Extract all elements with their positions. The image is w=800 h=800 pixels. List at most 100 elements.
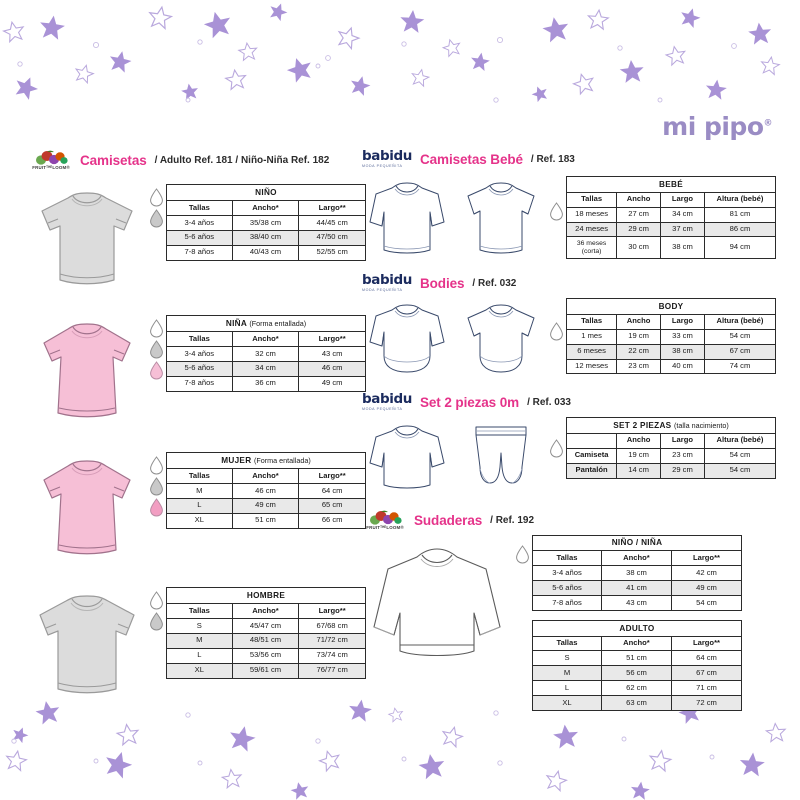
cell: 19 cm — [616, 328, 662, 345]
cell: 49 cm — [670, 580, 743, 597]
col-header: Altura (bebé) — [703, 313, 777, 330]
section-reference: / Adulto Ref. 181 / Niño-Niña Ref. 182 — [154, 154, 330, 166]
col-header: Tallas — [166, 468, 233, 484]
drop-icons-hombre — [146, 587, 166, 631]
cell: 18 meses — [565, 206, 618, 223]
table-bebe: BEBÉ Tallas Ancho Largo Altura (bebé) 18… — [565, 176, 777, 260]
cell: L — [166, 497, 233, 514]
fruit-of-the-loom-logo: FRUITᵀᴴᴱLOOM® — [362, 510, 408, 530]
row-body: BODY Tallas Ancho Largo Altura (bebé) 1 … — [362, 298, 777, 385]
cell: 64 cm — [298, 482, 366, 499]
illustration-set-top — [362, 417, 452, 500]
cell: 34 cm — [660, 206, 705, 223]
table-nina: NIÑA (Forma entallada) Tallas Ancho* Lar… — [166, 315, 366, 392]
water-drop-icon-outline — [549, 202, 564, 221]
cell: 23 cm — [616, 358, 662, 375]
row-bebe: BEBÉ Tallas Ancho Largo Altura (bebé) 18… — [362, 176, 777, 266]
cell: 38 cm — [660, 236, 705, 260]
section-header-sudaderas: FRUITᵀᴴᴱLOOM® Sudaderas / Ref. 192 — [362, 510, 777, 530]
col-header: Altura (bebé) — [703, 191, 777, 208]
cell: 49 cm — [298, 375, 366, 392]
cell: 38 cm — [600, 565, 672, 582]
babidu-wordmark: babidu — [362, 148, 412, 164]
cell: 56 cm — [600, 665, 672, 682]
drop-icons-nina — [146, 315, 166, 380]
cell: 54 cm — [703, 328, 777, 345]
col-header: Tallas — [565, 313, 618, 330]
brand-logo-mi-pipo: mi pipo® — [662, 112, 772, 141]
table-subtitle: (talla nacimiento) — [674, 420, 729, 430]
section-title: Sudaderas — [414, 512, 483, 528]
col-header: Ancho* — [600, 635, 672, 652]
water-drop-icon-outline — [149, 456, 164, 475]
section-header-camisetas-bebe: babidu MODA PEQUEÑITA Camisetas Bebé / R… — [362, 148, 777, 168]
cell: 72 cm — [670, 695, 743, 712]
cell: 53/56 cm — [231, 647, 300, 664]
cell: 7-8 años — [166, 375, 233, 392]
col-header: Largo** — [298, 603, 366, 619]
cell: 34 cm — [231, 360, 300, 377]
cell: 64 cm — [670, 650, 743, 667]
cell: 73/74 cm — [298, 647, 366, 664]
section-header-camisetas: FRUITᵀᴴᴱLOOM® Camisetas / Adulto Ref. 18… — [28, 150, 373, 170]
table-row: 18 meses 27 cm 34 cm 81 cm — [565, 206, 777, 223]
col-header: Ancho* — [231, 200, 300, 216]
table-row: 7-8 años 43 cm 54 cm — [532, 595, 743, 611]
col-header: Ancho* — [600, 550, 672, 567]
table-row: 24 meses 29 cm 37 cm 86 cm — [565, 221, 777, 238]
babidu-tagline: MODA PEQUEÑITA — [362, 163, 403, 168]
section-reference: / Ref. 183 — [530, 153, 575, 165]
table-row: Camiseta 19 cm 23 cm 54 cm — [565, 447, 777, 464]
table-row: Pantalón 14 cm 29 cm 54 cm — [565, 462, 777, 479]
cell: 46 cm — [231, 482, 300, 499]
water-drop-icon-filled — [149, 477, 164, 496]
cell: 65 cm — [298, 497, 366, 514]
cell: 12 meses — [565, 358, 618, 375]
cell: 86 cm — [703, 221, 777, 238]
water-drop-icon-filled — [149, 209, 164, 228]
table-row: XL 63 cm 72 cm — [532, 695, 743, 712]
cell: 67 cm — [703, 343, 777, 360]
table-title: NIÑA (Forma entallada) — [166, 315, 366, 333]
right-column: babidu MODA PEQUEÑITA Camisetas Bebé / R… — [362, 148, 777, 712]
drop-icons-bebe — [546, 176, 566, 221]
table-row: 1 mes 19 cm 33 cm 54 cm — [565, 328, 777, 345]
cell: 54 cm — [670, 595, 743, 611]
col-header: Largo — [660, 432, 705, 449]
illustration-baby-tshirt-shortsleeve — [456, 176, 546, 266]
table-title: NIÑO — [166, 184, 366, 202]
water-drop-icon-pink — [149, 498, 164, 517]
water-drop-icon-filled — [149, 340, 164, 359]
babidu-tagline: MODA PEQUEÑITA — [362, 406, 403, 411]
water-drop-icon-outline — [515, 544, 530, 564]
drop-icons-mujer — [146, 452, 166, 517]
cell: M — [166, 482, 233, 499]
section-title: Set 2 piezas 0m — [420, 394, 520, 410]
table-nino-nina: NIÑO / NIÑA Tallas Ancho* Largo** 3-4 añ… — [532, 534, 743, 611]
cell: S — [532, 650, 602, 667]
col-header: Largo** — [670, 550, 743, 567]
section-header-bodies: babidu MODA PEQUEÑITA Bodies / Ref. 032 — [362, 274, 777, 292]
table-title: BODY — [566, 298, 776, 315]
drop-icons-body — [546, 298, 566, 341]
table-title: SET 2 PIEZAS (talla nacimiento) — [566, 417, 776, 434]
cell: 45/47 cm — [231, 617, 300, 634]
section-title: Camisetas — [80, 152, 147, 168]
col-header: Ancho — [616, 313, 662, 330]
col-header: Tallas — [565, 191, 618, 208]
cell: Camiseta — [565, 447, 618, 464]
water-drop-icon-pink — [149, 361, 164, 380]
water-drop-icon-outline — [549, 322, 564, 341]
cell: 29 cm — [616, 221, 662, 238]
table-row: L 53/56 cm 73/74 cm — [166, 647, 366, 664]
cell: 6 meses — [565, 343, 618, 360]
table-body: BODY Tallas Ancho Largo Altura (bebé) 1 … — [565, 298, 777, 375]
illustration-tshirt-boy — [28, 184, 146, 297]
cell: 29 cm — [660, 462, 705, 479]
cell: 51 cm — [600, 650, 672, 667]
table-row: L 62 cm 71 cm — [532, 680, 743, 697]
table-subtitle: (Forma entallada) — [254, 456, 311, 465]
cell: 43 cm — [600, 595, 672, 611]
cell: 54 cm — [703, 462, 777, 479]
cell: 63 cm — [600, 695, 672, 712]
